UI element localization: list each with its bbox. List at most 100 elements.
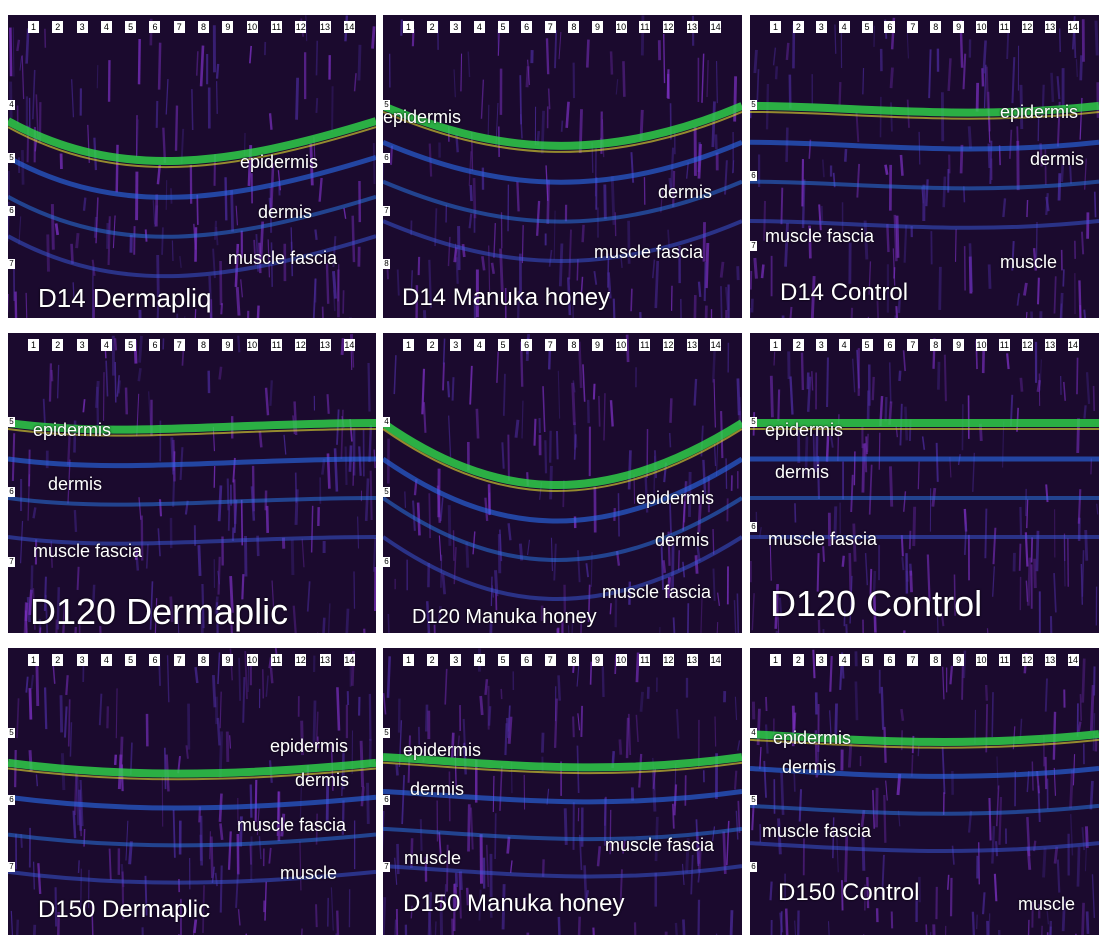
speckle xyxy=(36,774,37,786)
scale-tick: 7 xyxy=(907,339,918,351)
speckle xyxy=(220,823,222,840)
speckle xyxy=(75,510,76,532)
scale-tick: 12 xyxy=(663,21,674,33)
scale-tick: 14 xyxy=(344,654,355,666)
speckle xyxy=(977,83,978,112)
speckle xyxy=(929,49,930,98)
scale-tick: 8 xyxy=(930,654,941,666)
speckle xyxy=(397,844,398,874)
speckle xyxy=(1079,722,1081,732)
scale-tick: 13 xyxy=(687,21,698,33)
speckle xyxy=(822,206,823,223)
speckle xyxy=(444,339,445,365)
speckle xyxy=(926,924,927,935)
layer-label: muscle fascia xyxy=(594,243,703,261)
speckle xyxy=(97,65,98,88)
speckle xyxy=(863,68,864,94)
layer-label: muscle fascia xyxy=(33,542,142,560)
speckle xyxy=(1080,694,1081,721)
speckle xyxy=(750,308,751,318)
speckle xyxy=(637,653,638,683)
speckle xyxy=(1028,558,1030,606)
speckle xyxy=(713,569,714,601)
speckle xyxy=(1050,927,1051,935)
speckle xyxy=(369,363,370,411)
speckle xyxy=(284,435,286,455)
speckle xyxy=(581,706,582,737)
speckle xyxy=(1071,770,1073,808)
speckle xyxy=(997,756,998,789)
speckle xyxy=(614,299,615,318)
speckle xyxy=(96,381,98,408)
layer-label: muscle fascia xyxy=(768,530,877,548)
speckle xyxy=(1083,659,1085,703)
scale-tick: 3 xyxy=(77,21,88,33)
speckle xyxy=(993,566,995,596)
scale-tick: 10 xyxy=(247,654,258,666)
speckle xyxy=(297,78,298,120)
ultrasound-panel: 1234567891011121314567epidermisdermismus… xyxy=(8,648,376,935)
depth-mark: 5 xyxy=(8,728,15,738)
speckle xyxy=(269,848,270,864)
speckle xyxy=(29,450,30,487)
speckle xyxy=(903,630,904,633)
speckle xyxy=(165,748,166,789)
speckle xyxy=(226,177,227,220)
scale-tick: 10 xyxy=(976,654,987,666)
speckle xyxy=(11,911,13,935)
scale-tick: 10 xyxy=(616,339,627,351)
speckle xyxy=(270,113,271,130)
speckle xyxy=(32,565,33,593)
scale-tick: 2 xyxy=(52,339,63,351)
scale-tick: 11 xyxy=(271,654,282,666)
speckle xyxy=(715,444,716,466)
scale-tick: 12 xyxy=(663,654,674,666)
speckle xyxy=(988,921,989,935)
speckle xyxy=(1010,130,1012,159)
speckle xyxy=(220,692,221,729)
scale-tick: 11 xyxy=(639,654,650,666)
speckle xyxy=(110,849,111,880)
depth-mark: 7 xyxy=(383,206,390,216)
speckle xyxy=(397,764,398,776)
speckle xyxy=(704,222,705,261)
speckle xyxy=(368,783,369,824)
speckle xyxy=(702,54,704,103)
speckle xyxy=(61,695,62,732)
speckle xyxy=(441,497,443,521)
speckle xyxy=(762,265,763,279)
speckle xyxy=(516,420,518,438)
speckle xyxy=(594,271,596,285)
speckle xyxy=(770,882,771,901)
speckle xyxy=(52,204,53,250)
depth-mark: 4 xyxy=(8,100,15,110)
speckle xyxy=(737,593,738,633)
speckle xyxy=(358,516,359,548)
layer-label: dermis xyxy=(410,780,464,798)
speckle xyxy=(216,227,217,245)
speckle xyxy=(766,697,767,711)
speckle xyxy=(257,306,259,318)
speckle xyxy=(77,775,79,825)
speckle xyxy=(856,681,857,720)
speckle xyxy=(126,821,128,861)
speckle xyxy=(1054,276,1055,313)
depth-mark: 6 xyxy=(750,171,757,181)
speckle xyxy=(985,509,986,559)
speckle xyxy=(511,860,512,872)
scale-tick: 5 xyxy=(498,654,509,666)
speckle xyxy=(424,310,426,318)
speckle xyxy=(201,46,203,87)
speckle xyxy=(470,366,472,405)
speckle xyxy=(160,499,161,516)
speckle xyxy=(221,303,222,314)
scale-tick: 12 xyxy=(295,339,306,351)
speckle xyxy=(823,160,824,178)
speckle xyxy=(823,629,824,633)
speckle xyxy=(243,677,244,723)
scale-tick: 4 xyxy=(839,21,850,33)
scale-tick: 3 xyxy=(450,654,461,666)
speckle xyxy=(656,261,658,308)
speckle xyxy=(26,293,27,318)
speckle xyxy=(147,544,148,568)
